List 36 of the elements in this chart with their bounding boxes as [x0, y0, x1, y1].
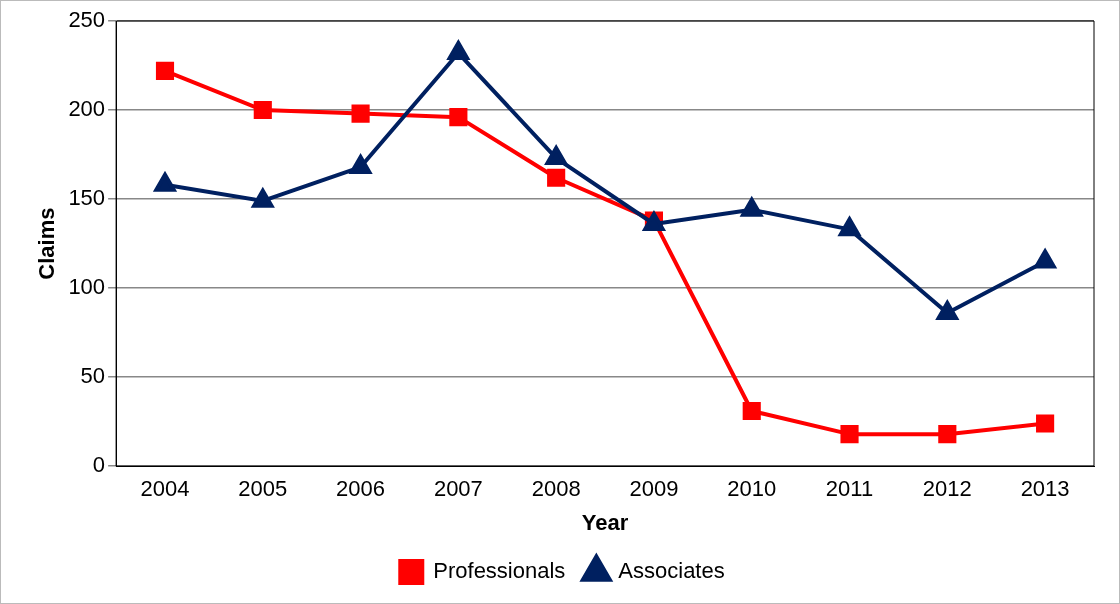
point [938, 425, 957, 444]
point [840, 425, 859, 444]
x-axis-title: Year [581, 509, 629, 535]
point [545, 146, 567, 166]
y-tick-label: 200 [68, 96, 106, 122]
point [449, 108, 468, 127]
x-tick-label: 2010 [727, 476, 777, 502]
x-tick-label: 2005 [238, 476, 288, 502]
y-tick-label: 100 [68, 274, 106, 300]
legend-label: Professionals [433, 558, 566, 584]
x-tick-label: 2012 [922, 476, 972, 502]
point [154, 172, 176, 192]
point [155, 61, 175, 80]
legend-label: Associates [618, 558, 725, 584]
point [1036, 414, 1055, 433]
point [447, 41, 470, 61]
y-tick-label: 250 [68, 7, 106, 33]
x-tick-label: 2007 [433, 476, 483, 502]
point [349, 155, 372, 175]
point [838, 217, 861, 237]
y-tick-label: 50 [80, 363, 106, 389]
y-tick-label: 150 [68, 185, 106, 211]
point [547, 168, 566, 187]
point [936, 301, 958, 321]
y-tick-label: 0 [92, 452, 106, 478]
x-tick-label: 2006 [336, 476, 386, 502]
y-axis-title: Claims [34, 207, 60, 280]
point [1034, 249, 1056, 269]
x-tick-label: 2008 [531, 476, 581, 502]
point [253, 100, 272, 120]
x-tick-label: 2004 [140, 476, 190, 502]
x-tick-label: 2009 [629, 476, 679, 502]
point [351, 104, 370, 123]
x-tick-label: 2013 [1020, 476, 1070, 502]
x-tick-label: 2011 [825, 476, 874, 502]
point [742, 401, 761, 421]
